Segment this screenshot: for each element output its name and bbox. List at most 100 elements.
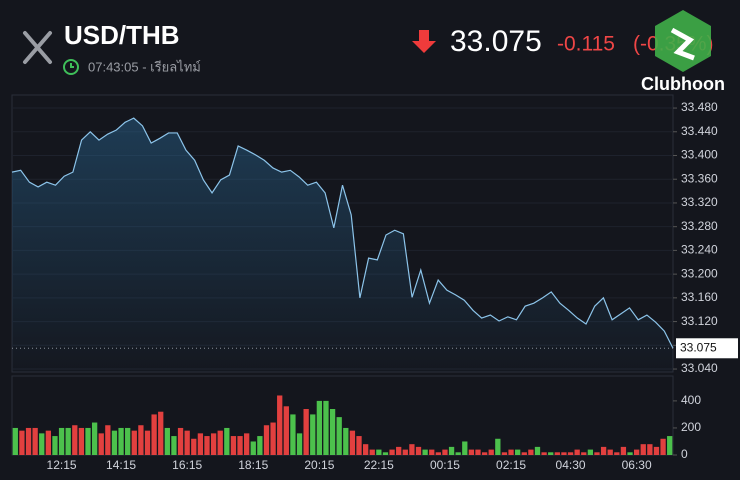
volume-bar [296, 433, 303, 455]
volume-bar [217, 430, 223, 455]
volume-bar [660, 438, 666, 455]
y-tick-label: 33.280 [681, 219, 718, 233]
volume-bar [528, 449, 534, 455]
volume-bar [653, 446, 660, 455]
volume-bar [52, 436, 58, 455]
volume-bar [91, 422, 98, 455]
close-icon[interactable] [23, 31, 52, 64]
clock-icon [63, 59, 79, 75]
volume-bar [462, 441, 468, 455]
volume-bar [343, 427, 349, 455]
y-tick-label: 33.440 [681, 124, 718, 138]
volume-bar [316, 400, 323, 455]
volume-bar [620, 446, 627, 455]
volume-bar [495, 438, 501, 455]
price: 33.075 [450, 25, 542, 58]
volume-bar [422, 449, 428, 455]
volume-bar [250, 441, 256, 455]
volume-bar [541, 452, 547, 455]
volume-bar [534, 446, 541, 455]
volume-bar [290, 414, 296, 455]
volume-bar [647, 444, 653, 455]
volume-pane [11, 375, 674, 456]
volume-bar [548, 452, 554, 455]
volume-bar [72, 425, 78, 455]
volume-bar [409, 444, 415, 455]
current-price-box [676, 338, 738, 359]
volume-bar [85, 427, 91, 455]
volume-bar [587, 449, 594, 455]
volume-bar [224, 427, 230, 455]
volume-bar [521, 452, 527, 455]
x-tick-label: 16:15 [172, 458, 202, 472]
y-tick-label: 200 [681, 420, 701, 434]
y-tick-label: 33.200 [681, 266, 718, 280]
volume-bar [554, 452, 560, 455]
volume-bar [98, 433, 104, 455]
volume-bar [171, 436, 177, 455]
y-tick-label: 0 [681, 447, 688, 461]
volume-bar [210, 433, 217, 455]
volume-bar [448, 446, 455, 455]
y-tick-label: 33.160 [681, 290, 718, 304]
volume-bar [594, 452, 600, 455]
volume-bar [667, 436, 673, 455]
volume-bar [435, 452, 441, 455]
volume-bar [283, 406, 289, 455]
volume-bar [501, 452, 508, 455]
volume-bar [270, 422, 276, 455]
y-tick-label: 33.120 [681, 314, 718, 328]
y-tick-label: 33.240 [681, 243, 718, 257]
y-tick-label: 33.040 [681, 361, 718, 375]
volume-bar [389, 449, 395, 455]
down-arrow [412, 30, 436, 53]
volume-bar [429, 449, 435, 455]
volume-bar [257, 436, 263, 455]
volume-bar [574, 449, 580, 455]
volume-bar [627, 452, 633, 455]
symbol: USD/THB [64, 20, 180, 50]
x-tick-label: 12:15 [47, 458, 77, 472]
volume-bar [369, 449, 375, 455]
x-tick-label: 02:15 [496, 458, 526, 472]
y-tick-label: 33.320 [681, 195, 718, 209]
y-tick-label: 400 [681, 393, 701, 407]
volume-bar [111, 430, 118, 455]
volume-bar [508, 449, 514, 455]
volume-bar [164, 427, 170, 455]
volume-bar [184, 430, 190, 455]
current-price-label: 33.075 [680, 340, 717, 354]
volume-bar [244, 433, 250, 455]
x-tick-label: 04:30 [556, 458, 586, 472]
volume-bar [19, 430, 25, 455]
logo-text: Clubhoon [641, 74, 725, 94]
x-tick-label: 20:15 [304, 458, 334, 472]
volume-bar [118, 427, 124, 455]
volume-bar [151, 414, 157, 455]
volume-bar [376, 449, 382, 455]
volume-bar [125, 427, 131, 455]
volume-bar [561, 452, 567, 455]
x-tick-label: 00:15 [430, 458, 460, 472]
volume-bar [65, 427, 71, 455]
volume-bar [396, 446, 402, 455]
volume-bar [634, 449, 640, 455]
volume-bar [488, 449, 494, 455]
volume-bar [640, 444, 646, 455]
volume-bar [177, 427, 184, 455]
volume-bar [25, 427, 32, 455]
volume-bar [263, 425, 270, 455]
volume-bar [415, 446, 422, 455]
volume-bar [12, 427, 18, 455]
volume-bar [468, 449, 475, 455]
volume-bar [614, 452, 620, 455]
volume-bar [191, 438, 197, 455]
volume-bar [515, 449, 521, 455]
volume-bar [204, 436, 210, 455]
volume-bar [567, 452, 574, 455]
x-tick-label: 14:15 [106, 458, 136, 472]
volume-bar [45, 430, 51, 455]
volume-bar [607, 449, 613, 455]
logo: Clubhoon [641, 10, 725, 94]
